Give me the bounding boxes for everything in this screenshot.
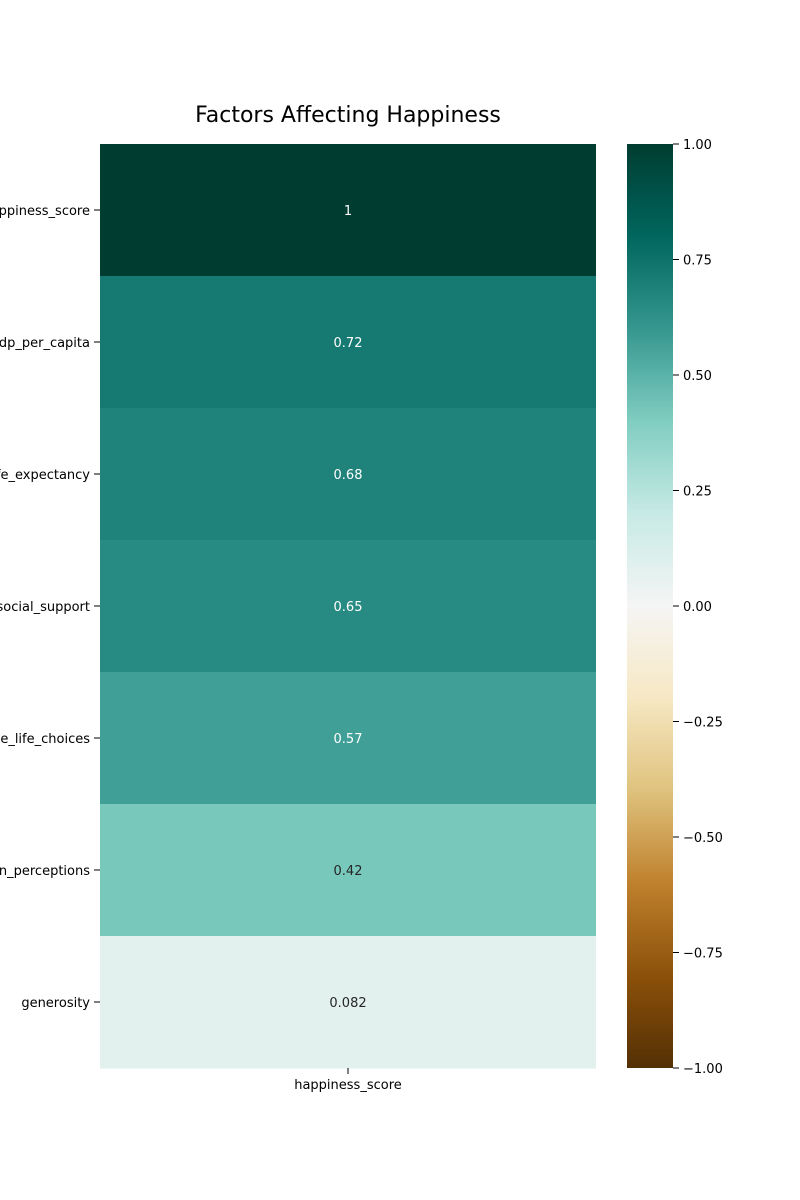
heatmap-cell — [100, 276, 596, 409]
heatmap-cell — [100, 144, 596, 277]
colorbar-tick-label: −0.50 — [683, 831, 723, 846]
y-tick-label: social_support — [0, 600, 90, 615]
heatmap-cell — [100, 540, 596, 673]
y-tick-label: gdp_per_capita — [0, 336, 90, 351]
cell-annotation: 0.082 — [329, 996, 366, 1011]
y-tick-label: happiness_score — [0, 204, 90, 219]
colorbar-tick-label: −0.25 — [683, 716, 723, 731]
colorbar-gradient — [627, 144, 673, 1068]
cell-annotations: 1 0.72 0.68 0.65 0.57 0.42 0.082 — [329, 204, 366, 1011]
chart-title: Factors Affecting Happiness — [195, 103, 501, 128]
y-tick-label: corruption_perceptions — [0, 864, 90, 879]
x-axis: happiness_score — [294, 1068, 402, 1093]
colorbar-tick-label: −0.75 — [683, 947, 723, 962]
heatmap-cell — [100, 936, 596, 1069]
colorbar-tick-label: 1.00 — [683, 138, 712, 153]
colorbar-tick-label: 0.00 — [683, 600, 712, 615]
y-tick-label: generosity — [21, 996, 90, 1011]
colorbar-tick-label: 0.50 — [683, 369, 712, 384]
y-tick-label: free_life_choices — [0, 732, 90, 747]
colorbar-tick-label: 0.25 — [683, 485, 712, 500]
cell-annotation: 0.68 — [334, 468, 363, 483]
heatmap-cell — [100, 672, 596, 805]
y-tick-label: life_expectancy — [0, 468, 90, 483]
heatmap-cell — [100, 804, 596, 937]
heatmap-cell — [100, 408, 596, 541]
cell-annotation: 1 — [344, 204, 352, 219]
cell-annotation: 0.57 — [334, 732, 363, 747]
row-labels: happiness_score gdp_per_capita life_expect… — [0, 204, 100, 1011]
cell-annotation: 0.65 — [334, 600, 363, 615]
colorbar-tick-label: 0.75 — [683, 254, 712, 269]
cell-annotation: 0.72 — [334, 336, 363, 351]
colorbar — [627, 144, 673, 1068]
cell-annotation: 0.42 — [334, 864, 363, 879]
x-tick-label: happiness_score — [294, 1078, 402, 1093]
colorbar-tick-label: −1.00 — [683, 1062, 723, 1077]
heatmap-cells — [100, 144, 596, 1069]
colorbar-ticks: 1.00 0.75 0.50 0.25 0.00 −0.25 −0.50 −0.75 −1.00 — [673, 138, 723, 1077]
